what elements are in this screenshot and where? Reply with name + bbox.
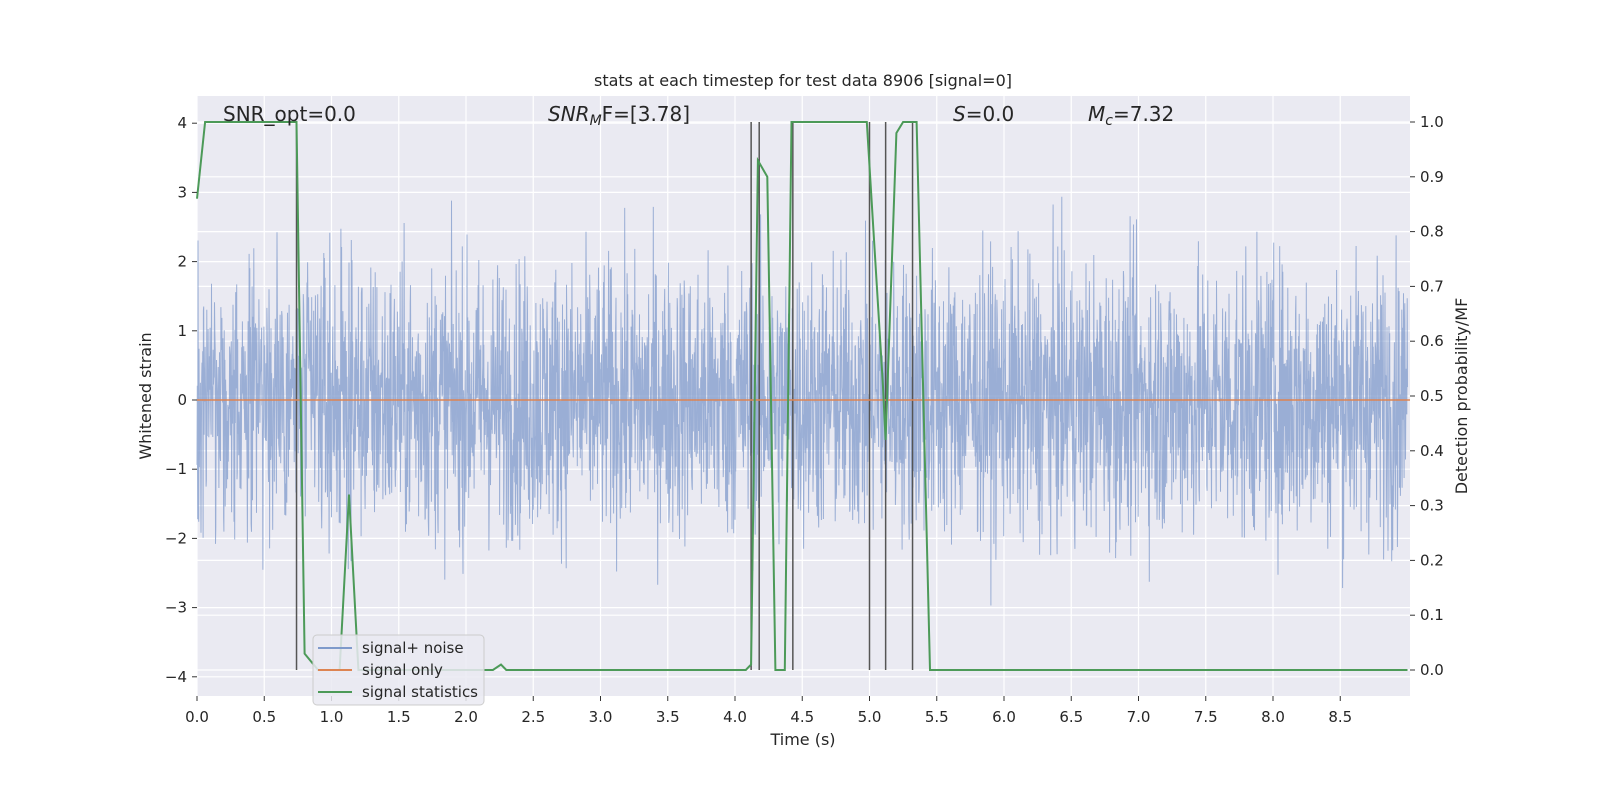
y-right-tick-label: 1.0 xyxy=(1420,113,1444,131)
annotation-s: S=0.0 xyxy=(953,102,1014,126)
x-tick-label: 2.0 xyxy=(454,708,478,726)
x-tick-label: 6.5 xyxy=(1059,708,1083,726)
x-axis: 0.0 0.5 1.0 1.5 2.0 2.5 3.0 3.5 4.0 4.5 5.0 5.5 6.0 6… xyxy=(185,696,1352,726)
x-tick-label: 3.0 xyxy=(589,708,613,726)
signal-statistics-series xyxy=(196,121,1408,671)
y-left-tick-label: 3 xyxy=(177,183,187,201)
y-left-tick-label: 1 xyxy=(177,322,187,340)
x-tick-label: 2.5 xyxy=(521,708,545,726)
x-tick-label: 0.0 xyxy=(185,708,209,726)
x-axis-label: Time (s) xyxy=(769,730,835,749)
y-right-tick-label: 0.2 xyxy=(1420,551,1444,569)
annotation-mc: Mc=7.32 xyxy=(1088,102,1174,129)
x-tick-label: 5.0 xyxy=(858,708,882,726)
y-right-tick-label: 0.1 xyxy=(1420,606,1444,624)
signal-noise-series xyxy=(196,196,1408,606)
y-axis-left: 4 3 2 1 0 −1 −2 −3 −4 xyxy=(165,114,197,686)
legend-label-signal-only: signal only xyxy=(362,661,443,679)
y-axis-right-label: Detection probability/MF xyxy=(1452,298,1471,495)
y-right-tick-label: 0.5 xyxy=(1420,387,1444,405)
y-right-tick-label: 0.0 xyxy=(1420,661,1444,679)
y-left-tick-label: −1 xyxy=(165,460,187,478)
legend-label-noise: signal+ noise xyxy=(362,639,464,657)
y-right-tick-label: 0.7 xyxy=(1420,277,1444,295)
y-left-tick-label: 4 xyxy=(177,114,187,132)
y-right-tick-label: 0.8 xyxy=(1420,223,1444,241)
y-axis-left-label: Whitened strain xyxy=(136,332,155,459)
y-axis-right: 1.0 0.9 0.8 0.7 0.6 0.5 0.4 0.3 0.2 0.1 0.0 xyxy=(1410,113,1444,679)
legend-label-statistics: signal statistics xyxy=(362,683,478,701)
vertical-markers xyxy=(295,122,914,670)
noise-line xyxy=(196,196,1408,606)
x-tick-label: 4.5 xyxy=(790,708,814,726)
signal-statistics-line xyxy=(196,121,1408,671)
annotation-snr-mf: SNRMF=[3.78] xyxy=(548,102,690,129)
x-tick-label: 4.0 xyxy=(723,708,747,726)
y-right-tick-label: 0.4 xyxy=(1420,442,1444,460)
y-left-tick-label: 0 xyxy=(177,391,187,409)
y-left-tick-label: −3 xyxy=(165,599,187,617)
legend-box xyxy=(312,634,485,706)
x-tick-label: 8.0 xyxy=(1261,708,1285,726)
legend: signal+ noise signal only signal statist… xyxy=(312,634,485,706)
annotation-snr-opt: SNR_opt=0.0 xyxy=(223,102,356,126)
x-tick-label: 7.5 xyxy=(1194,708,1218,726)
y-right-tick-label: 0.3 xyxy=(1420,497,1444,515)
y-right-tick-label: 0.9 xyxy=(1420,168,1444,186)
x-tick-label: 3.5 xyxy=(656,708,680,726)
y-left-tick-label: −2 xyxy=(165,529,187,547)
x-tick-label: 7.0 xyxy=(1127,708,1151,726)
x-tick-label: 0.5 xyxy=(252,708,276,726)
chart-title: stats at each timestep for test data 890… xyxy=(594,71,1012,90)
x-tick-label: 8.5 xyxy=(1328,708,1352,726)
y-right-tick-label: 0.6 xyxy=(1420,332,1444,350)
x-tick-label: 6.0 xyxy=(992,708,1016,726)
x-tick-label: 1.0 xyxy=(320,708,344,726)
x-tick-label: 5.5 xyxy=(925,708,949,726)
y-left-tick-label: 2 xyxy=(177,253,187,271)
y-left-tick-label: −4 xyxy=(165,668,187,686)
x-tick-label: 1.5 xyxy=(387,708,411,726)
